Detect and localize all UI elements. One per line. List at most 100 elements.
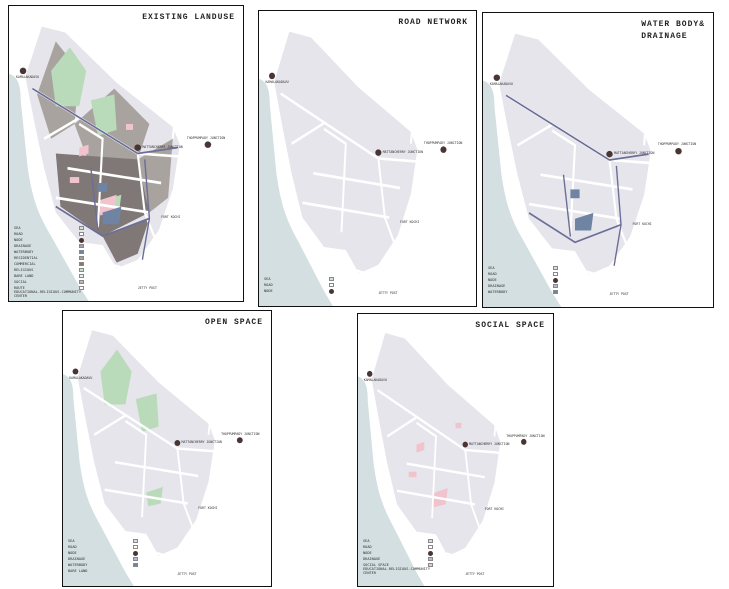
drainage-line xyxy=(90,168,99,231)
road xyxy=(145,324,164,367)
place-label-node-center: MATTANCHERRY JUNCTION xyxy=(614,151,655,156)
place-label-bottom: JETTY POST xyxy=(137,286,157,291)
legend-item: SEA xyxy=(488,265,558,271)
map-panel-existing-landuse: KAMALAKADAVU MATTANCHERRY JUNCTION THOPPUM… xyxy=(8,5,244,302)
legend-item: SEA xyxy=(264,276,334,282)
legend-item: NODE xyxy=(264,288,334,294)
legend-swatch xyxy=(79,286,84,290)
legend-swatch xyxy=(428,550,433,556)
road xyxy=(207,338,218,435)
node-marker[interactable] xyxy=(19,67,27,75)
legend-swatch xyxy=(329,277,334,281)
node-marker[interactable] xyxy=(521,438,527,445)
road xyxy=(356,269,433,296)
place-label-bottom: JETTY POST xyxy=(177,572,197,577)
place-label-node-east: THOPPUMPADY JUNCTION xyxy=(506,433,545,438)
road xyxy=(302,201,390,219)
node-marker[interactable] xyxy=(366,370,373,377)
legend-item: NODE xyxy=(68,550,138,556)
node-marker[interactable] xyxy=(462,441,468,448)
legend-swatch xyxy=(553,277,558,283)
legend-item: WATERBODY xyxy=(14,249,84,255)
drainage-line xyxy=(141,159,151,260)
legend-label: ROAD xyxy=(363,545,372,549)
legend-label: ROUTE xyxy=(14,286,25,290)
road xyxy=(574,27,595,73)
legend-swatch xyxy=(79,232,84,236)
node-marker[interactable] xyxy=(174,439,181,447)
legend-label: ROAD xyxy=(14,232,23,236)
legend-swatch xyxy=(553,266,558,270)
legend-label: NODE xyxy=(68,551,77,555)
legend-swatch xyxy=(553,284,558,288)
node-marker[interactable] xyxy=(204,141,212,148)
place-label-node-west: KAMALAKADAVU xyxy=(69,375,93,380)
place-label-bottom: JETTY POST xyxy=(465,572,485,577)
social-space-zone xyxy=(69,177,80,183)
road xyxy=(158,228,232,244)
road xyxy=(445,552,515,577)
bare-land-zone xyxy=(146,487,163,507)
legend-item: SOCIAL SPACE xyxy=(363,562,433,568)
legend-item: RELIGIOUS xyxy=(14,267,84,273)
node-marker[interactable] xyxy=(72,368,79,375)
road xyxy=(517,123,553,147)
place-label-node-east: THOPPUMPADY JUNCTION xyxy=(221,432,260,436)
legend-swatch xyxy=(329,288,334,294)
legend-swatch xyxy=(79,280,84,284)
legend-swatch xyxy=(79,244,84,248)
legend-label: SEA xyxy=(68,539,75,543)
place-label-south-east: FORT KOCHI xyxy=(632,221,652,226)
node-marker[interactable] xyxy=(236,437,243,444)
legend-item: ROAD xyxy=(68,544,138,550)
place-label-node-center: MATTANCHERRY JUNCTION xyxy=(382,149,423,154)
legend-label: RELIGIOUS xyxy=(14,268,34,272)
legend-label: EDUCATIONAL-RELIGIOUS-COMMUNITY CENTER xyxy=(14,290,82,298)
legend-label: ROAD xyxy=(488,272,497,276)
sea-area xyxy=(9,73,89,301)
legend-label: RESIDENTIAL xyxy=(14,256,38,260)
landuse-zone xyxy=(55,153,150,237)
legend-item: WATERBODY xyxy=(68,562,138,568)
legend-item: NODE xyxy=(14,237,84,243)
map-title: OPEN SPACE xyxy=(204,318,263,327)
place-label-node-center: MATTANCHERRY JUNCTION xyxy=(142,144,183,149)
legend-label: SOCIAL SPACE xyxy=(363,563,389,567)
drainage-line xyxy=(55,205,150,238)
node-marker[interactable] xyxy=(440,146,447,153)
node-marker[interactable] xyxy=(606,150,613,158)
landuse-zone xyxy=(137,138,173,213)
legend-item: COMMERCIAL xyxy=(14,261,84,267)
road xyxy=(323,127,347,233)
map-canvas xyxy=(483,27,702,307)
legend-swatch xyxy=(428,557,433,561)
legend-swatch xyxy=(428,545,433,549)
place-label-node-center: MATTANCHERRY JUNCTION xyxy=(181,440,222,445)
drainage-line xyxy=(528,212,622,244)
place-label-node-east: THOPPUMPADY JUNCTION xyxy=(657,142,697,147)
place-label-node-center: MATTANCHERRY JUNCTION xyxy=(469,441,510,446)
map-panel-open-space: KAMALAKADAVU MATTANCHERRY JUNCTION THOPPUM… xyxy=(62,310,272,587)
legend-item: EDUCATIONAL-RELIGIOUS-COMMUNITY CENTER xyxy=(363,567,433,575)
place-label-node-west: KAMALAKADAVU xyxy=(265,80,289,85)
node-marker[interactable] xyxy=(134,144,141,151)
map-canvas xyxy=(63,324,261,586)
legend-swatch xyxy=(79,268,84,272)
node-marker[interactable] xyxy=(268,72,276,80)
map-legend: SEA ROAD NODE xyxy=(264,276,334,294)
road xyxy=(196,518,261,533)
legend-swatch xyxy=(79,237,84,243)
node-marker[interactable] xyxy=(375,149,382,156)
legend-item: DRAINAGE xyxy=(14,243,84,249)
node-marker[interactable] xyxy=(675,147,682,155)
legend-label: NODE xyxy=(14,238,23,242)
road xyxy=(630,235,702,250)
place-label-south-east: FORT KOCHI xyxy=(198,506,218,511)
legend-item: NODE xyxy=(363,550,433,556)
bare-land-zone xyxy=(100,349,132,405)
place-label-south-east: FORT KOCHI xyxy=(400,220,420,225)
legend-label: WATERBODY xyxy=(488,290,508,294)
drainage-line xyxy=(32,87,178,155)
node-marker[interactable] xyxy=(493,74,501,81)
legend-swatch xyxy=(79,274,84,278)
